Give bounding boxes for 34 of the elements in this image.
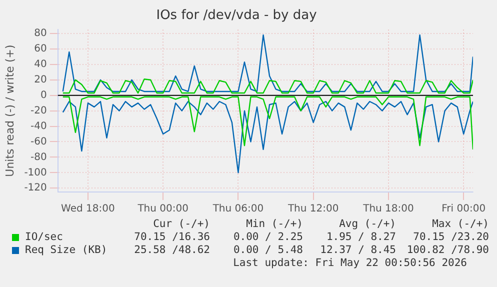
text: 70.15 /16.36 — [133, 231, 210, 243]
legend-label: Req Size (KB) — [25, 244, 108, 256]
y-axis-title: Units read (-) / write (+) — [3, 44, 16, 177]
text: 0.00 / 5.48 — [232, 244, 303, 256]
y-tick-label: -20 — [30, 105, 47, 116]
y-tick-label: 20 — [34, 74, 47, 86]
text: 70.15 /23.20 — [412, 231, 489, 243]
x-tick-label: Thu 06:00 — [212, 204, 264, 215]
legend-label: IO/sec — [25, 231, 63, 243]
y-tick-label: 40 — [34, 58, 47, 70]
y-tick-label: -100 — [24, 167, 47, 178]
x-tick-label: Thu 18:00 — [362, 204, 414, 215]
text: Avg (-/+) — [338, 218, 396, 230]
y-tick-label: -80 — [30, 152, 47, 163]
x-tick-label: Wed 18:00 — [61, 204, 115, 215]
text: 100.82 /78.90 — [406, 244, 489, 256]
x-tick-label: Fri 00:00 — [442, 204, 486, 215]
text: Min (-/+) — [245, 218, 303, 230]
y-tick-label: -40 — [30, 120, 47, 132]
text: 12.37 / 8.45 — [319, 244, 396, 256]
x-tick-label: Thu 12:00 — [286, 204, 339, 215]
y-tick-label: 60 — [34, 44, 47, 55]
x-tick-label: Thu 00:00 — [136, 204, 188, 215]
y-tick-label: -120 — [24, 182, 47, 194]
y-tick-label: -60 — [30, 136, 47, 148]
text: 0.00 / 2.25 — [232, 231, 303, 243]
text: 1.95 / 8.27 — [325, 231, 396, 243]
y-tick-label: 80 — [34, 28, 47, 40]
text: Last update: Fri May 22 00:50:56 2026 — [232, 257, 467, 269]
text: Cur (-/+) — [152, 218, 210, 230]
chart-title: IOs for /dev/vda - by day — [156, 8, 318, 24]
text: 25.58 /48.62 — [133, 244, 210, 256]
y-tick-label: 0 — [40, 90, 47, 101]
text: Max (-/+) — [431, 218, 489, 230]
